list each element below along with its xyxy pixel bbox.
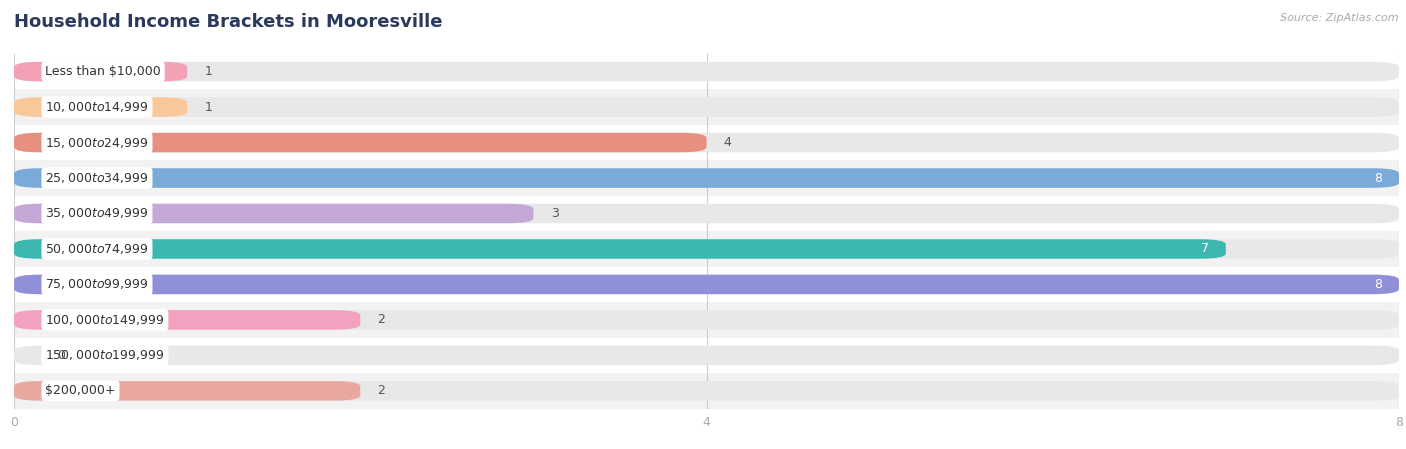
Bar bbox=[14, 373, 1399, 409]
Text: 1: 1 bbox=[204, 65, 212, 78]
Text: 4: 4 bbox=[724, 136, 731, 149]
Text: $10,000 to $14,999: $10,000 to $14,999 bbox=[45, 100, 149, 114]
Text: 7: 7 bbox=[1201, 242, 1209, 255]
Text: 8: 8 bbox=[1374, 278, 1382, 291]
Bar bbox=[14, 231, 1399, 267]
Text: 0: 0 bbox=[58, 349, 65, 362]
FancyBboxPatch shape bbox=[14, 275, 1399, 294]
FancyBboxPatch shape bbox=[14, 239, 1399, 259]
FancyBboxPatch shape bbox=[14, 204, 533, 223]
Bar bbox=[14, 160, 1399, 196]
FancyBboxPatch shape bbox=[14, 346, 1399, 365]
FancyBboxPatch shape bbox=[14, 168, 1399, 188]
FancyBboxPatch shape bbox=[14, 310, 360, 330]
Bar bbox=[14, 125, 1399, 160]
FancyBboxPatch shape bbox=[14, 381, 360, 401]
FancyBboxPatch shape bbox=[14, 239, 1226, 259]
FancyBboxPatch shape bbox=[14, 381, 1399, 401]
Bar bbox=[14, 89, 1399, 125]
Text: $150,000 to $199,999: $150,000 to $199,999 bbox=[45, 348, 165, 362]
Text: 2: 2 bbox=[378, 313, 385, 326]
Text: 1: 1 bbox=[204, 101, 212, 114]
Text: $100,000 to $149,999: $100,000 to $149,999 bbox=[45, 313, 165, 327]
Text: Source: ZipAtlas.com: Source: ZipAtlas.com bbox=[1281, 13, 1399, 23]
Text: $200,000+: $200,000+ bbox=[45, 384, 115, 397]
Text: $25,000 to $34,999: $25,000 to $34,999 bbox=[45, 171, 149, 185]
Bar bbox=[14, 196, 1399, 231]
FancyBboxPatch shape bbox=[14, 133, 707, 152]
FancyBboxPatch shape bbox=[14, 168, 1399, 188]
Text: Household Income Brackets in Mooresville: Household Income Brackets in Mooresville bbox=[14, 13, 443, 31]
Text: Less than $10,000: Less than $10,000 bbox=[45, 65, 160, 78]
Bar bbox=[14, 54, 1399, 89]
FancyBboxPatch shape bbox=[14, 275, 1399, 294]
Text: $75,000 to $99,999: $75,000 to $99,999 bbox=[45, 277, 149, 291]
Bar bbox=[14, 267, 1399, 302]
FancyBboxPatch shape bbox=[14, 310, 1399, 330]
FancyBboxPatch shape bbox=[14, 133, 1399, 152]
FancyBboxPatch shape bbox=[14, 62, 1399, 81]
FancyBboxPatch shape bbox=[14, 97, 187, 117]
Text: $15,000 to $24,999: $15,000 to $24,999 bbox=[45, 136, 149, 150]
Text: $35,000 to $49,999: $35,000 to $49,999 bbox=[45, 207, 149, 220]
Bar bbox=[14, 338, 1399, 373]
Text: $50,000 to $74,999: $50,000 to $74,999 bbox=[45, 242, 149, 256]
Text: 8: 8 bbox=[1374, 172, 1382, 185]
FancyBboxPatch shape bbox=[14, 97, 1399, 117]
Text: 3: 3 bbox=[551, 207, 558, 220]
FancyBboxPatch shape bbox=[14, 204, 1399, 223]
Bar bbox=[14, 302, 1399, 338]
FancyBboxPatch shape bbox=[14, 62, 187, 81]
Text: 2: 2 bbox=[378, 384, 385, 397]
